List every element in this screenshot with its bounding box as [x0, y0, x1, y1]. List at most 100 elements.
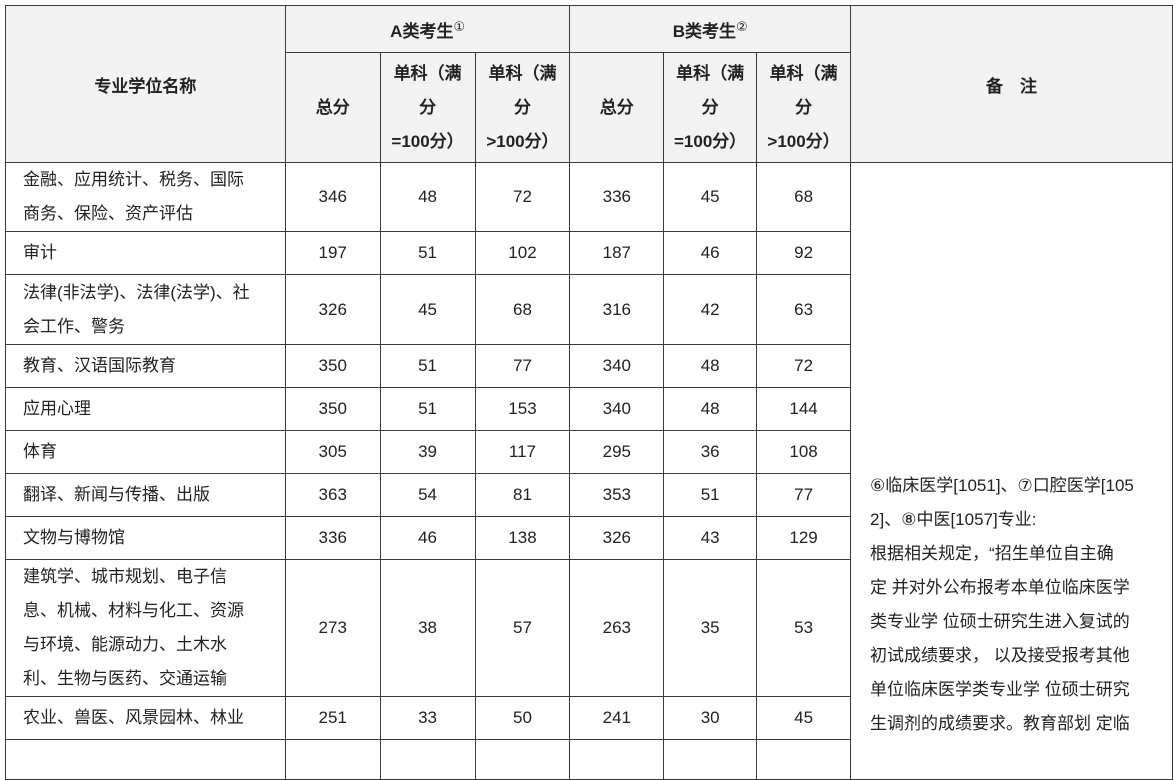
- text-line: 分: [419, 97, 437, 117]
- text-line: 建筑学、城市规划、电子信: [23, 567, 227, 586]
- score-b-single-100: 30: [663, 696, 758, 740]
- empty-cell: [756, 739, 852, 780]
- score-b-single-100: 36: [663, 430, 758, 474]
- text-line: 2]、⑧中医[1057]专业:: [870, 510, 1037, 529]
- text-line: ⑥临床医学[1051]、⑦口腔医学[105: [870, 476, 1134, 495]
- score-a-total: 197: [284, 231, 381, 275]
- empty-cell: [663, 739, 758, 780]
- major-name: 建筑学、城市规划、电子信 息、机械、材料与化工、资源 与环境、能源动力、土木水 利、生…: [5, 559, 286, 697]
- score-a-single-100: 38: [379, 559, 476, 697]
- header-group-b: B类考生②: [569, 5, 852, 53]
- score-a-single-gt100: 81: [474, 473, 571, 517]
- header-group-a: A类考生①: [284, 5, 571, 53]
- major-name: 应用心理: [5, 387, 286, 431]
- major-name: 体育: [5, 430, 286, 474]
- group-a-footnote: ①: [453, 18, 466, 34]
- table-row: 应用心理 350 51 153 340 48 144: [5, 387, 1173, 431]
- score-b-single-100: 48: [663, 387, 758, 431]
- text-line: 根据相关规定，“招生单位自主确: [870, 544, 1114, 563]
- header-a-single-100: 单科（满分 =100分）: [379, 52, 476, 163]
- text-line: 单科（满: [769, 63, 838, 83]
- group-a-label: A类考生: [390, 21, 454, 41]
- score-b-total: 353: [569, 473, 665, 517]
- text-line: 法律(非法学)、法律(法学)、社: [23, 282, 250, 302]
- group-b-label: B类考生: [672, 21, 737, 41]
- score-b-single-gt100: 144: [756, 387, 852, 431]
- table-row: 法律(非法学)、法律(法学)、社 会工作、警务 326 45 68 316 42 63: [5, 274, 1173, 345]
- score-a-single-gt100: 102: [474, 231, 571, 275]
- score-a-single-gt100: 138: [474, 516, 571, 560]
- header-b-single-100: 单科（满分 =100分）: [663, 52, 758, 163]
- group-b-footnote: ②: [736, 18, 748, 34]
- major-name: 法律(非法学)、法律(法学)、社 会工作、警务: [5, 274, 286, 345]
- score-b-single-100: 46: [663, 231, 758, 275]
- score-b-single-gt100: 63: [756, 274, 852, 345]
- score-b-total: 340: [569, 344, 665, 388]
- score-b-total: 295: [569, 430, 665, 474]
- score-b-single-100: 35: [663, 559, 758, 697]
- empty-cell: [474, 739, 571, 780]
- text-line: 与环境、能源动力、土木水: [23, 635, 227, 654]
- text-line: 类专业学 位硕士研究生进入复试的: [870, 612, 1130, 631]
- score-b-single-gt100: 53: [756, 559, 852, 697]
- header-a-single-gt100: 单科（满分 >100分）: [474, 52, 571, 163]
- major-name: 翻译、新闻与传播、出版: [5, 473, 286, 517]
- score-b-single-gt100: 72: [756, 344, 852, 388]
- score-b-total: 326: [569, 516, 665, 560]
- text-line: 会工作、警务: [23, 316, 125, 336]
- score-b-total: 340: [569, 387, 665, 431]
- text-line: 单科（满: [676, 63, 745, 83]
- text-line: =100分）: [391, 131, 464, 151]
- score-a-single-100: 45: [379, 274, 476, 345]
- text-line: 分: [795, 97, 813, 117]
- header-b-total: 总分: [569, 52, 665, 163]
- score-a-total: 273: [284, 559, 381, 697]
- empty-cell: [284, 739, 381, 780]
- text-line: 单位临床医学类专业学 位硕士研究: [870, 680, 1130, 699]
- score-b-total: 316: [569, 274, 665, 345]
- major-name: 金融、应用统计、税务、国际 商务、保险、资产评估: [5, 162, 286, 232]
- score-b-single-gt100: 129: [756, 516, 852, 560]
- score-a-total: 363: [284, 473, 381, 517]
- score-a-total: 350: [284, 344, 381, 388]
- score-b-single-100: 45: [663, 162, 758, 232]
- score-b-total: 336: [569, 162, 665, 232]
- score-a-total: 350: [284, 387, 381, 431]
- table-row: 体育 305 39 117 295 36 108: [5, 430, 1173, 474]
- header-b-single-gt100: 单科（满分 >100分）: [756, 52, 852, 163]
- text-line: 文物与博物馆: [23, 528, 125, 547]
- text-line: 单科（满: [393, 63, 462, 83]
- empty-cell: [5, 739, 286, 780]
- text-line: 商务、保险、资产评估: [23, 204, 193, 223]
- score-b-total: 263: [569, 559, 665, 697]
- score-a-single-gt100: 153: [474, 387, 571, 431]
- score-b-single-gt100: 77: [756, 473, 852, 517]
- score-b-single-gt100: 92: [756, 231, 852, 275]
- text-line: 生调剂的成绩要求。教育部划 定临: [870, 714, 1130, 733]
- header-row-1: 专业学位名称 A类考生① B类考生② 备 注: [5, 5, 1173, 163]
- table-row: 审计 197 51 102 187 46 92: [5, 231, 1173, 275]
- text-line: 分: [701, 97, 719, 117]
- score-b-single-gt100: 45: [756, 696, 852, 740]
- text-line: 农业、兽医、风景园林、林业: [23, 708, 244, 727]
- text-line: 教育、汉语国际教育: [23, 356, 176, 375]
- text-line: 利、生物与医药、交通运输: [23, 669, 227, 688]
- score-b-single-100: 48: [663, 344, 758, 388]
- score-a-single-gt100: 77: [474, 344, 571, 388]
- major-name: 文物与博物馆: [5, 516, 286, 560]
- text-line: >100分）: [486, 131, 559, 151]
- text-line: 息、机械、材料与化工、资源: [23, 601, 244, 620]
- score-a-single-gt100: 50: [474, 696, 571, 740]
- score-a-total: 305: [284, 430, 381, 474]
- text-line: 分: [513, 97, 531, 117]
- score-a-total: 346: [284, 162, 381, 232]
- score-b-total: 241: [569, 696, 665, 740]
- score-b-single-100: 43: [663, 516, 758, 560]
- table-row: 建筑学、城市规划、电子信 息、机械、材料与化工、资源 与环境、能源动力、土木水 利、生…: [5, 559, 1173, 697]
- text-line: 单科（满: [488, 63, 557, 83]
- text-line: =100分）: [674, 131, 747, 151]
- text-line: >100分）: [767, 131, 840, 151]
- text-line: 体育: [23, 442, 57, 461]
- remark-cell: ⑥临床医学[1051]、⑦口腔医学[105 2]、⑧中医[1057]专业: 根据相关…: [850, 162, 1173, 780]
- score-b-single-gt100: 68: [756, 162, 852, 232]
